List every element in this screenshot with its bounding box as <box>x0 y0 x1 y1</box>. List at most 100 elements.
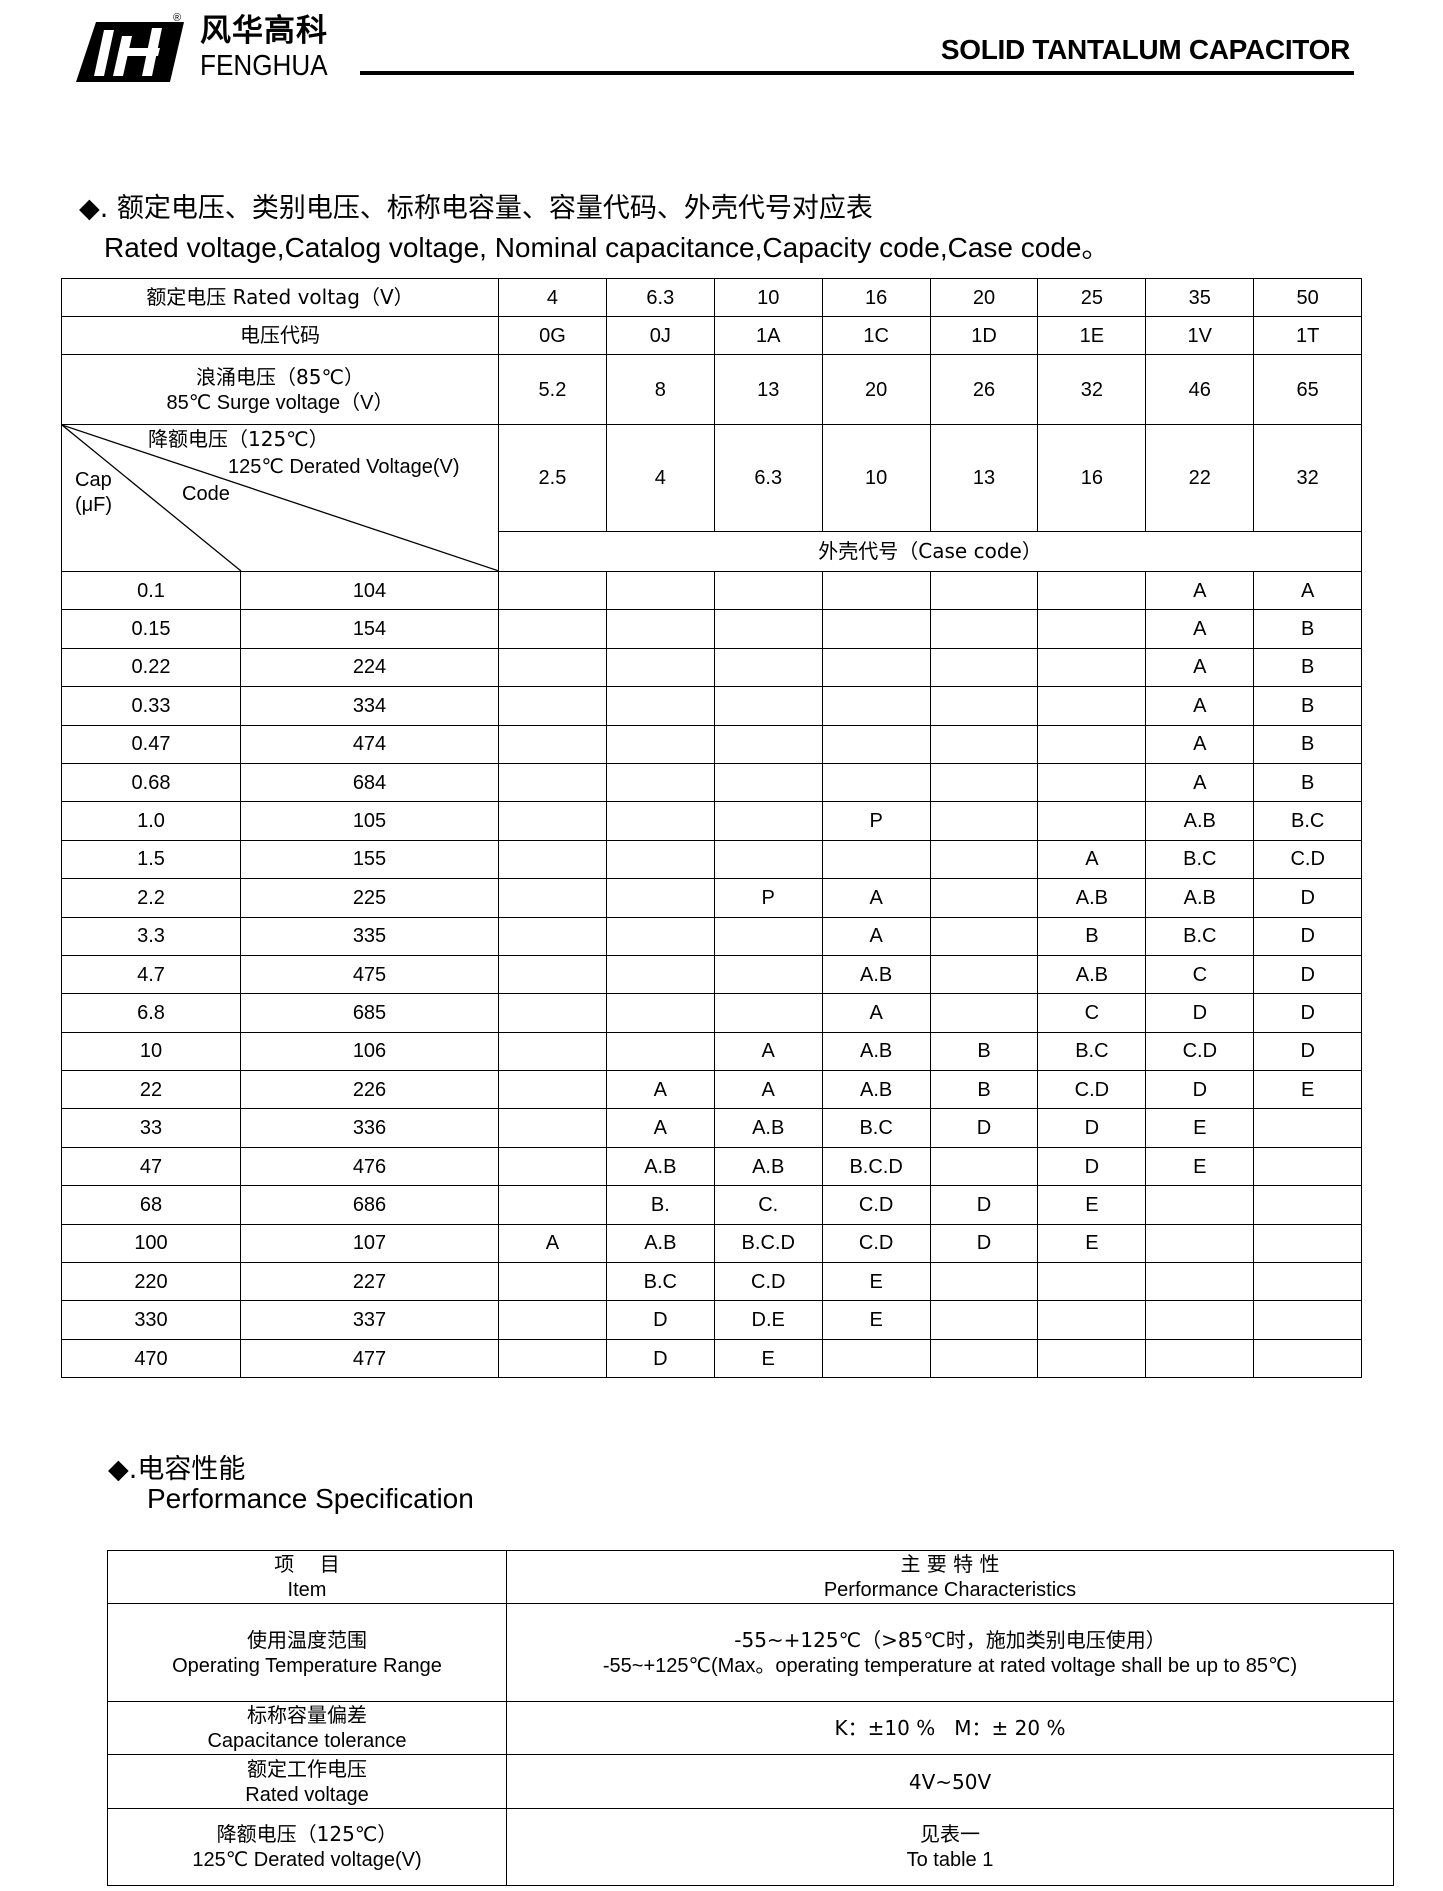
section1-title-en: Rated voltage,Catalog voltage, Nominal c… <box>104 232 1110 263</box>
voltage-code-label: 电压代码 <box>240 323 320 347</box>
capacity-code-cell: 224 <box>240 647 499 688</box>
header-rule <box>360 71 1354 75</box>
surge-label-en: 85℃ Surge voltage（V） <box>166 391 394 414</box>
spec-item: 标称容量偏差 Capacitance tolerance <box>107 1701 507 1755</box>
case-code-cell <box>605 686 715 726</box>
rated-voltage-row-value: 10 <box>713 278 823 317</box>
capacity-code-cell: 104 <box>240 570 499 611</box>
derated-label-en: 125℃ Derated Voltage(V) <box>228 456 460 478</box>
derated-voltage-value: 6.3 <box>713 424 823 532</box>
diagonal-lines <box>62 425 499 571</box>
case-code-cell: D <box>929 1108 1039 1148</box>
case-code-cell: A <box>498 1223 607 1264</box>
spec-item: 使用温度范围 Operating Temperature Range <box>107 1603 507 1702</box>
derated-voltage-row: 降额电压（125℃） 125℃ Derated Voltage(V) Cap (μF)… <box>61 424 1363 572</box>
case-code-cell: C.D <box>1253 839 1363 880</box>
capacity-code-cell: 474 <box>240 724 499 764</box>
spec-row: 使用温度范围 Operating Temperature Range -55~+12… <box>107 1603 1394 1702</box>
table-row: 0.47 474 A B <box>61 724 1363 764</box>
capacity-code-cell: 336 <box>240 1108 499 1148</box>
spec-item-en: Rated voltage <box>245 1783 369 1806</box>
case-code-cell <box>1037 1262 1147 1302</box>
spec-value: 4V~50V <box>506 1754 1394 1809</box>
case-code-cell <box>929 993 1039 1033</box>
case-code-cell <box>605 993 715 1033</box>
capacity-code-cell: 155 <box>240 839 499 880</box>
case-code-cell <box>1037 609 1147 649</box>
voltage-code-row-value: 1V <box>1145 316 1255 355</box>
case-code-cell <box>821 724 931 764</box>
spec-item-en: 125℃ Derated voltage(V) <box>192 1849 422 1871</box>
table-row: 0.1 104 A A <box>61 570 1363 611</box>
case-code-cell <box>605 724 715 764</box>
table-row: 220 227 B.C C.D E <box>61 1262 1363 1302</box>
table-row: 2.2 225 P A A.B A.B D <box>61 878 1363 918</box>
case-code-cell: E <box>1037 1223 1147 1264</box>
case-code-cell <box>929 916 1039 956</box>
case-code-cell: D.E <box>713 1300 823 1340</box>
case-code-cell <box>1145 1262 1255 1302</box>
capacity-code-cell: 685 <box>240 993 499 1033</box>
header-char-en: Performance Characteristics <box>823 1579 1077 1601</box>
case-code-cell <box>713 954 823 995</box>
rated-voltage-row-value: 25 <box>1037 278 1147 317</box>
case-code-cell <box>605 878 715 918</box>
cap-label: Cap <box>75 469 112 491</box>
spec-item-cn: 使用温度范围 <box>247 1627 367 1652</box>
capacitance-cell: 33 <box>61 1108 241 1148</box>
table-row: 6.8 685 A C D D <box>61 993 1363 1033</box>
case-code-cell <box>929 839 1039 880</box>
surge-voltage-row-value: 8 <box>605 354 715 425</box>
case-code-cell: E <box>1037 1185 1147 1225</box>
case-code-cell: A <box>1145 647 1255 688</box>
case-code-cell: A <box>713 1070 823 1110</box>
case-code-cell: A <box>1145 724 1255 764</box>
fenghua-logo-icon <box>76 22 184 82</box>
case-code-cell <box>929 762 1039 803</box>
case-code-cell <box>713 916 823 956</box>
case-code-cell: D <box>929 1223 1039 1264</box>
case-code-cell: C <box>1037 993 1147 1033</box>
case-code-cell: C. <box>713 1185 823 1225</box>
case-code-cell <box>1037 686 1147 726</box>
capacity-code-cell: 226 <box>240 1070 499 1110</box>
diagonal-header-cell: 降额电压（125℃） 125℃ Derated Voltage(V) Cap (μF)… <box>61 424 499 572</box>
performance-spec-table: 项 目 Item 主 要 特 性 Performance Characteristi… <box>107 1550 1394 1886</box>
case-code-cell <box>1037 570 1147 611</box>
case-code-cell: C.D <box>821 1223 931 1264</box>
case-code-cell: B.C <box>1145 839 1255 880</box>
rated-voltage-row-value: 16 <box>821 278 931 317</box>
header-item: 项 目 Item <box>107 1550 507 1604</box>
capacitor-code-table: 额定电压 Rated voltag（V） 4 6.3 10 16 20 25 35 50 电压代码… <box>61 278 1363 1379</box>
voltage-code-row-label: 电压代码 <box>61 316 499 355</box>
spec-item-cn: 额定工作电压 <box>247 1756 367 1781</box>
case-code-cell <box>498 1108 607 1148</box>
capacitance-cell: 100 <box>61 1223 241 1264</box>
capacitance-cell: 330 <box>61 1300 241 1340</box>
header-item-cn: 项 目 <box>274 1552 340 1576</box>
case-code-cell <box>929 801 1039 841</box>
capacitance-cell: 0.68 <box>61 762 241 803</box>
capacity-code-cell: 334 <box>240 686 499 726</box>
table-row: 470 477 D E <box>61 1338 1363 1379</box>
case-code-cell <box>929 1146 1039 1187</box>
case-code-cell <box>713 686 823 726</box>
capacitance-cell: 0.33 <box>61 686 241 726</box>
capacitance-cell: 1.0 <box>61 801 241 841</box>
section2-title-en: Performance Specification <box>147 1483 474 1514</box>
case-code-cell <box>498 762 607 803</box>
case-code-cell: D <box>929 1185 1039 1225</box>
spec-value-line2: To table 1 <box>906 1849 994 1871</box>
case-code-cell <box>605 570 715 611</box>
table-row: 4.7 475 A.B A.B C D <box>61 954 1363 995</box>
case-code-cell: E <box>821 1262 931 1302</box>
case-code-cell <box>498 1070 607 1110</box>
capacity-code-cell: 335 <box>240 916 499 956</box>
capacity-code-cell: 686 <box>240 1185 499 1225</box>
case-code-cell: A.B <box>821 954 931 995</box>
header-char-cn: 主 要 特 性 <box>900 1552 1000 1576</box>
surge-voltage-row: 浪涌电压（85℃） 85℃ Surge voltage（V） 5.2 8 13 20 26 3… <box>61 354 1363 425</box>
rated-voltage-row-value: 20 <box>929 278 1039 317</box>
case-code-cell <box>498 839 607 880</box>
case-code-cell <box>1145 1185 1255 1225</box>
